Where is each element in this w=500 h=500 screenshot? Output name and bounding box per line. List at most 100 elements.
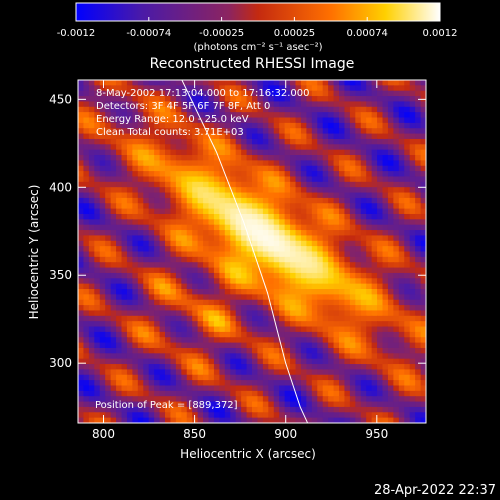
heatmap-cell: [355, 262, 362, 269]
heatmap-cell: [328, 401, 335, 408]
heatmap-cell: [159, 155, 166, 161]
heatmap-cell: [132, 283, 139, 290]
heatmap-cell: [224, 417, 231, 423]
heatmap-cell: [420, 171, 426, 178]
heatmap-cell: [415, 305, 422, 312]
heatmap-cell: [132, 278, 139, 285]
heatmap-cell: [284, 128, 291, 135]
heatmap-cell: [203, 240, 210, 247]
heatmap-cell: [219, 128, 226, 135]
heatmap-cell: [83, 203, 90, 210]
heatmap-cell: [170, 240, 177, 247]
heatmap-cell: [322, 396, 329, 403]
heatmap-cell: [126, 315, 133, 322]
heatmap-cell: [333, 106, 340, 113]
heatmap-cell: [262, 224, 269, 231]
heatmap-cell: [311, 262, 318, 269]
heatmap-cell: [398, 138, 405, 145]
heatmap-cell: [295, 358, 302, 365]
heatmap-cell: [355, 203, 362, 210]
heatmap-cell: [116, 374, 123, 381]
heatmap-cell: [137, 155, 144, 161]
heatmap-cell: [235, 230, 242, 237]
heatmap-cell: [143, 149, 150, 156]
heatmap-cell: [246, 138, 253, 145]
heatmap-cell: [181, 401, 188, 408]
heatmap-cell: [105, 299, 112, 306]
heatmap-cell: [126, 406, 133, 413]
heatmap-cell: [295, 406, 302, 413]
heatmap-cell: [404, 390, 411, 397]
heatmap-cell: [420, 396, 426, 403]
heatmap-cell: [99, 197, 106, 204]
heatmap-cell: [322, 406, 329, 413]
heatmap-cell: [83, 337, 90, 344]
heatmap-cell: [415, 278, 422, 285]
heatmap-cell: [165, 283, 172, 290]
heatmap-cell: [355, 406, 362, 413]
heatmap-cell: [94, 85, 101, 92]
heatmap-cell: [246, 417, 253, 423]
heatmap-cell: [83, 176, 90, 183]
heatmap-cell: [404, 358, 411, 365]
heatmap-cell: [213, 412, 220, 419]
heatmap-cell: [208, 272, 215, 279]
heatmap-cell: [154, 417, 161, 423]
heatmap-cell: [203, 160, 210, 167]
heatmap-cell: [132, 171, 139, 178]
heatmap-cell: [241, 192, 248, 199]
heatmap-cell: [328, 283, 335, 290]
heatmap-cell: [333, 181, 340, 188]
heatmap-cell: [273, 278, 280, 285]
heatmap-cell: [219, 364, 226, 371]
heatmap-cell: [132, 374, 139, 381]
heatmap-cell: [88, 380, 95, 387]
heatmap-cell: [224, 315, 231, 322]
heatmap-cell: [230, 337, 237, 344]
heatmap-cell: [311, 187, 318, 194]
heatmap-cell: [78, 122, 85, 129]
heatmap-cell: [377, 176, 384, 183]
heatmap-cell: [230, 197, 237, 204]
heatmap-cell: [284, 155, 291, 161]
heatmap-cell: [181, 380, 188, 387]
heatmap-cell: [252, 160, 259, 167]
heatmap-cell: [224, 358, 231, 365]
heatmap-cell: [83, 267, 90, 274]
heatmap-cell: [154, 347, 161, 354]
heatmap-cell: [252, 283, 259, 290]
heatmap-cell: [78, 203, 85, 210]
heatmap-cell: [192, 299, 199, 306]
heatmap-cell: [268, 326, 275, 333]
heatmap-cell: [349, 385, 356, 392]
heatmap-cell: [382, 374, 389, 381]
heatmap-cell: [382, 192, 389, 199]
heatmap-cell: [409, 219, 416, 226]
heatmap-cell: [344, 310, 351, 317]
heatmap-cell: [393, 122, 400, 129]
heatmap-cell: [382, 331, 389, 338]
heatmap-cell: [339, 85, 346, 92]
heatmap-cell: [333, 117, 340, 124]
heatmap-cell: [409, 342, 416, 349]
heatmap-cell: [404, 321, 411, 328]
heatmap-cell: [377, 171, 384, 178]
heatmap-cell: [213, 240, 220, 247]
heatmap-cell: [317, 117, 324, 124]
heatmap-cell: [170, 390, 177, 397]
heatmap-cell: [257, 278, 264, 285]
heatmap-cell: [339, 251, 346, 258]
heatmap-cell: [279, 85, 286, 92]
heatmap-cell: [159, 144, 166, 151]
heatmap-cell: [273, 144, 280, 151]
heatmap-cell: [132, 149, 139, 156]
heatmap-cell: [224, 246, 231, 253]
heatmap-cell: [290, 155, 297, 161]
heatmap-cell: [344, 305, 351, 312]
heatmap-cell: [83, 171, 90, 178]
heatmap-cell: [154, 390, 161, 397]
heatmap-cell: [311, 176, 318, 183]
heatmap-cell: [252, 294, 259, 301]
heatmap-cell: [105, 321, 112, 328]
heatmap-cell: [420, 160, 426, 167]
